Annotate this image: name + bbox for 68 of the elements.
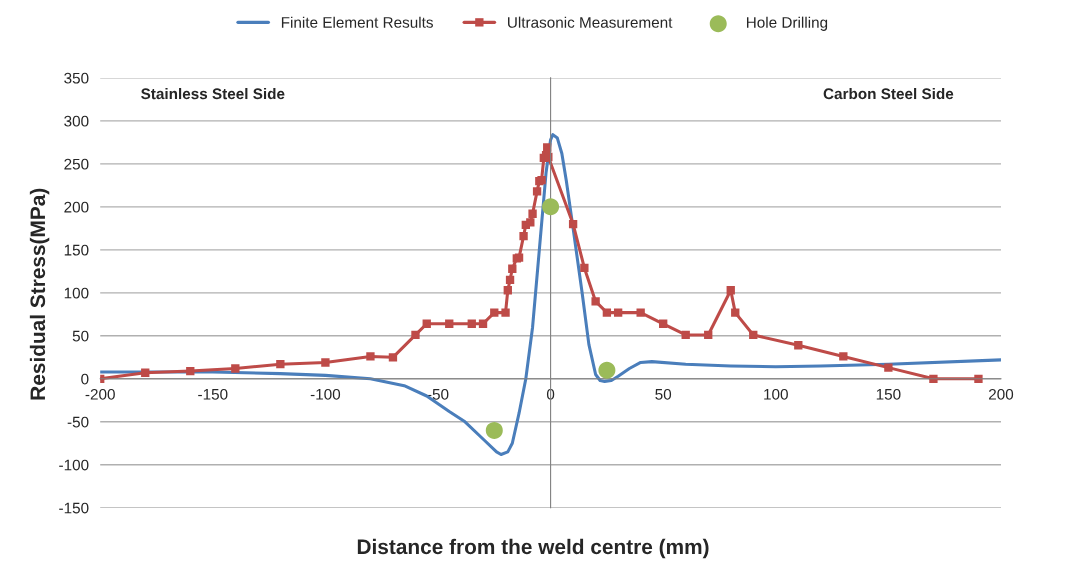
point: [231, 364, 240, 373]
point: [276, 360, 285, 369]
legend-label: Ultrasonic Measurement: [508, 16, 673, 28]
point: [613, 308, 623, 317]
annotation: Carbon Steel Side: [823, 87, 954, 100]
point: [602, 308, 612, 317]
point: [445, 319, 454, 328]
point: [598, 361, 616, 379]
point: [490, 308, 499, 317]
point: [532, 187, 542, 196]
point: [731, 308, 740, 317]
x-axis-title: Distance from the weld centre (mm): [357, 538, 709, 559]
x-tick-label: 200: [989, 388, 1014, 400]
y-tick-label: 300: [64, 115, 89, 127]
x-tick-label: -200: [85, 388, 115, 400]
x-tick-label: 150: [876, 388, 901, 400]
legend-label: Finite Element Results: [281, 16, 433, 28]
point: [704, 330, 713, 340]
point: [422, 319, 431, 328]
point: [591, 297, 600, 306]
point: [568, 219, 578, 229]
x-tick-label: -150: [198, 388, 228, 400]
point: [141, 368, 150, 377]
y-tick-label: -50: [67, 416, 89, 428]
point: [467, 319, 476, 328]
point: [681, 330, 690, 340]
point: [543, 143, 552, 152]
x-tick-label: -50: [427, 388, 449, 400]
point: [411, 330, 420, 340]
point: [884, 363, 893, 372]
point: [659, 319, 668, 328]
annotation: Stainless Steel Side: [141, 87, 285, 100]
point: [478, 319, 488, 328]
point: [528, 209, 537, 218]
y-tick-label: 150: [64, 244, 89, 256]
point: [526, 218, 535, 227]
y-tick-label: 100: [64, 287, 89, 299]
y-tick-label: -100: [59, 459, 89, 471]
point: [839, 352, 848, 361]
y-tick-label: 50: [72, 330, 89, 342]
y-axis-title: Residual Stress(MPa): [29, 188, 50, 400]
y-tick-label: 350: [64, 72, 89, 84]
point: [542, 198, 560, 216]
point: [636, 308, 645, 317]
point: [519, 231, 528, 241]
x-tick-label: 50: [655, 388, 672, 400]
x-tick-label: 100: [764, 388, 788, 400]
y-tick-label: -150: [59, 502, 89, 514]
point: [749, 330, 758, 340]
point: [366, 352, 375, 361]
point: [485, 421, 503, 439]
y-tick-label: 0: [81, 373, 89, 385]
point: [388, 353, 398, 362]
y-tick-label: 250: [64, 158, 89, 170]
legend-label: Hole Drilling: [746, 16, 828, 31]
point: [505, 275, 515, 285]
point: [974, 374, 983, 383]
point: [186, 366, 195, 376]
point: [794, 341, 803, 350]
point: [726, 286, 735, 295]
point: [321, 358, 330, 367]
point: [501, 308, 510, 317]
x-tick-label: -100: [310, 388, 341, 400]
point: [580, 263, 589, 273]
point: [508, 264, 517, 273]
point: [503, 286, 512, 295]
y-tick-label: 200: [64, 201, 89, 213]
point: [929, 374, 938, 383]
